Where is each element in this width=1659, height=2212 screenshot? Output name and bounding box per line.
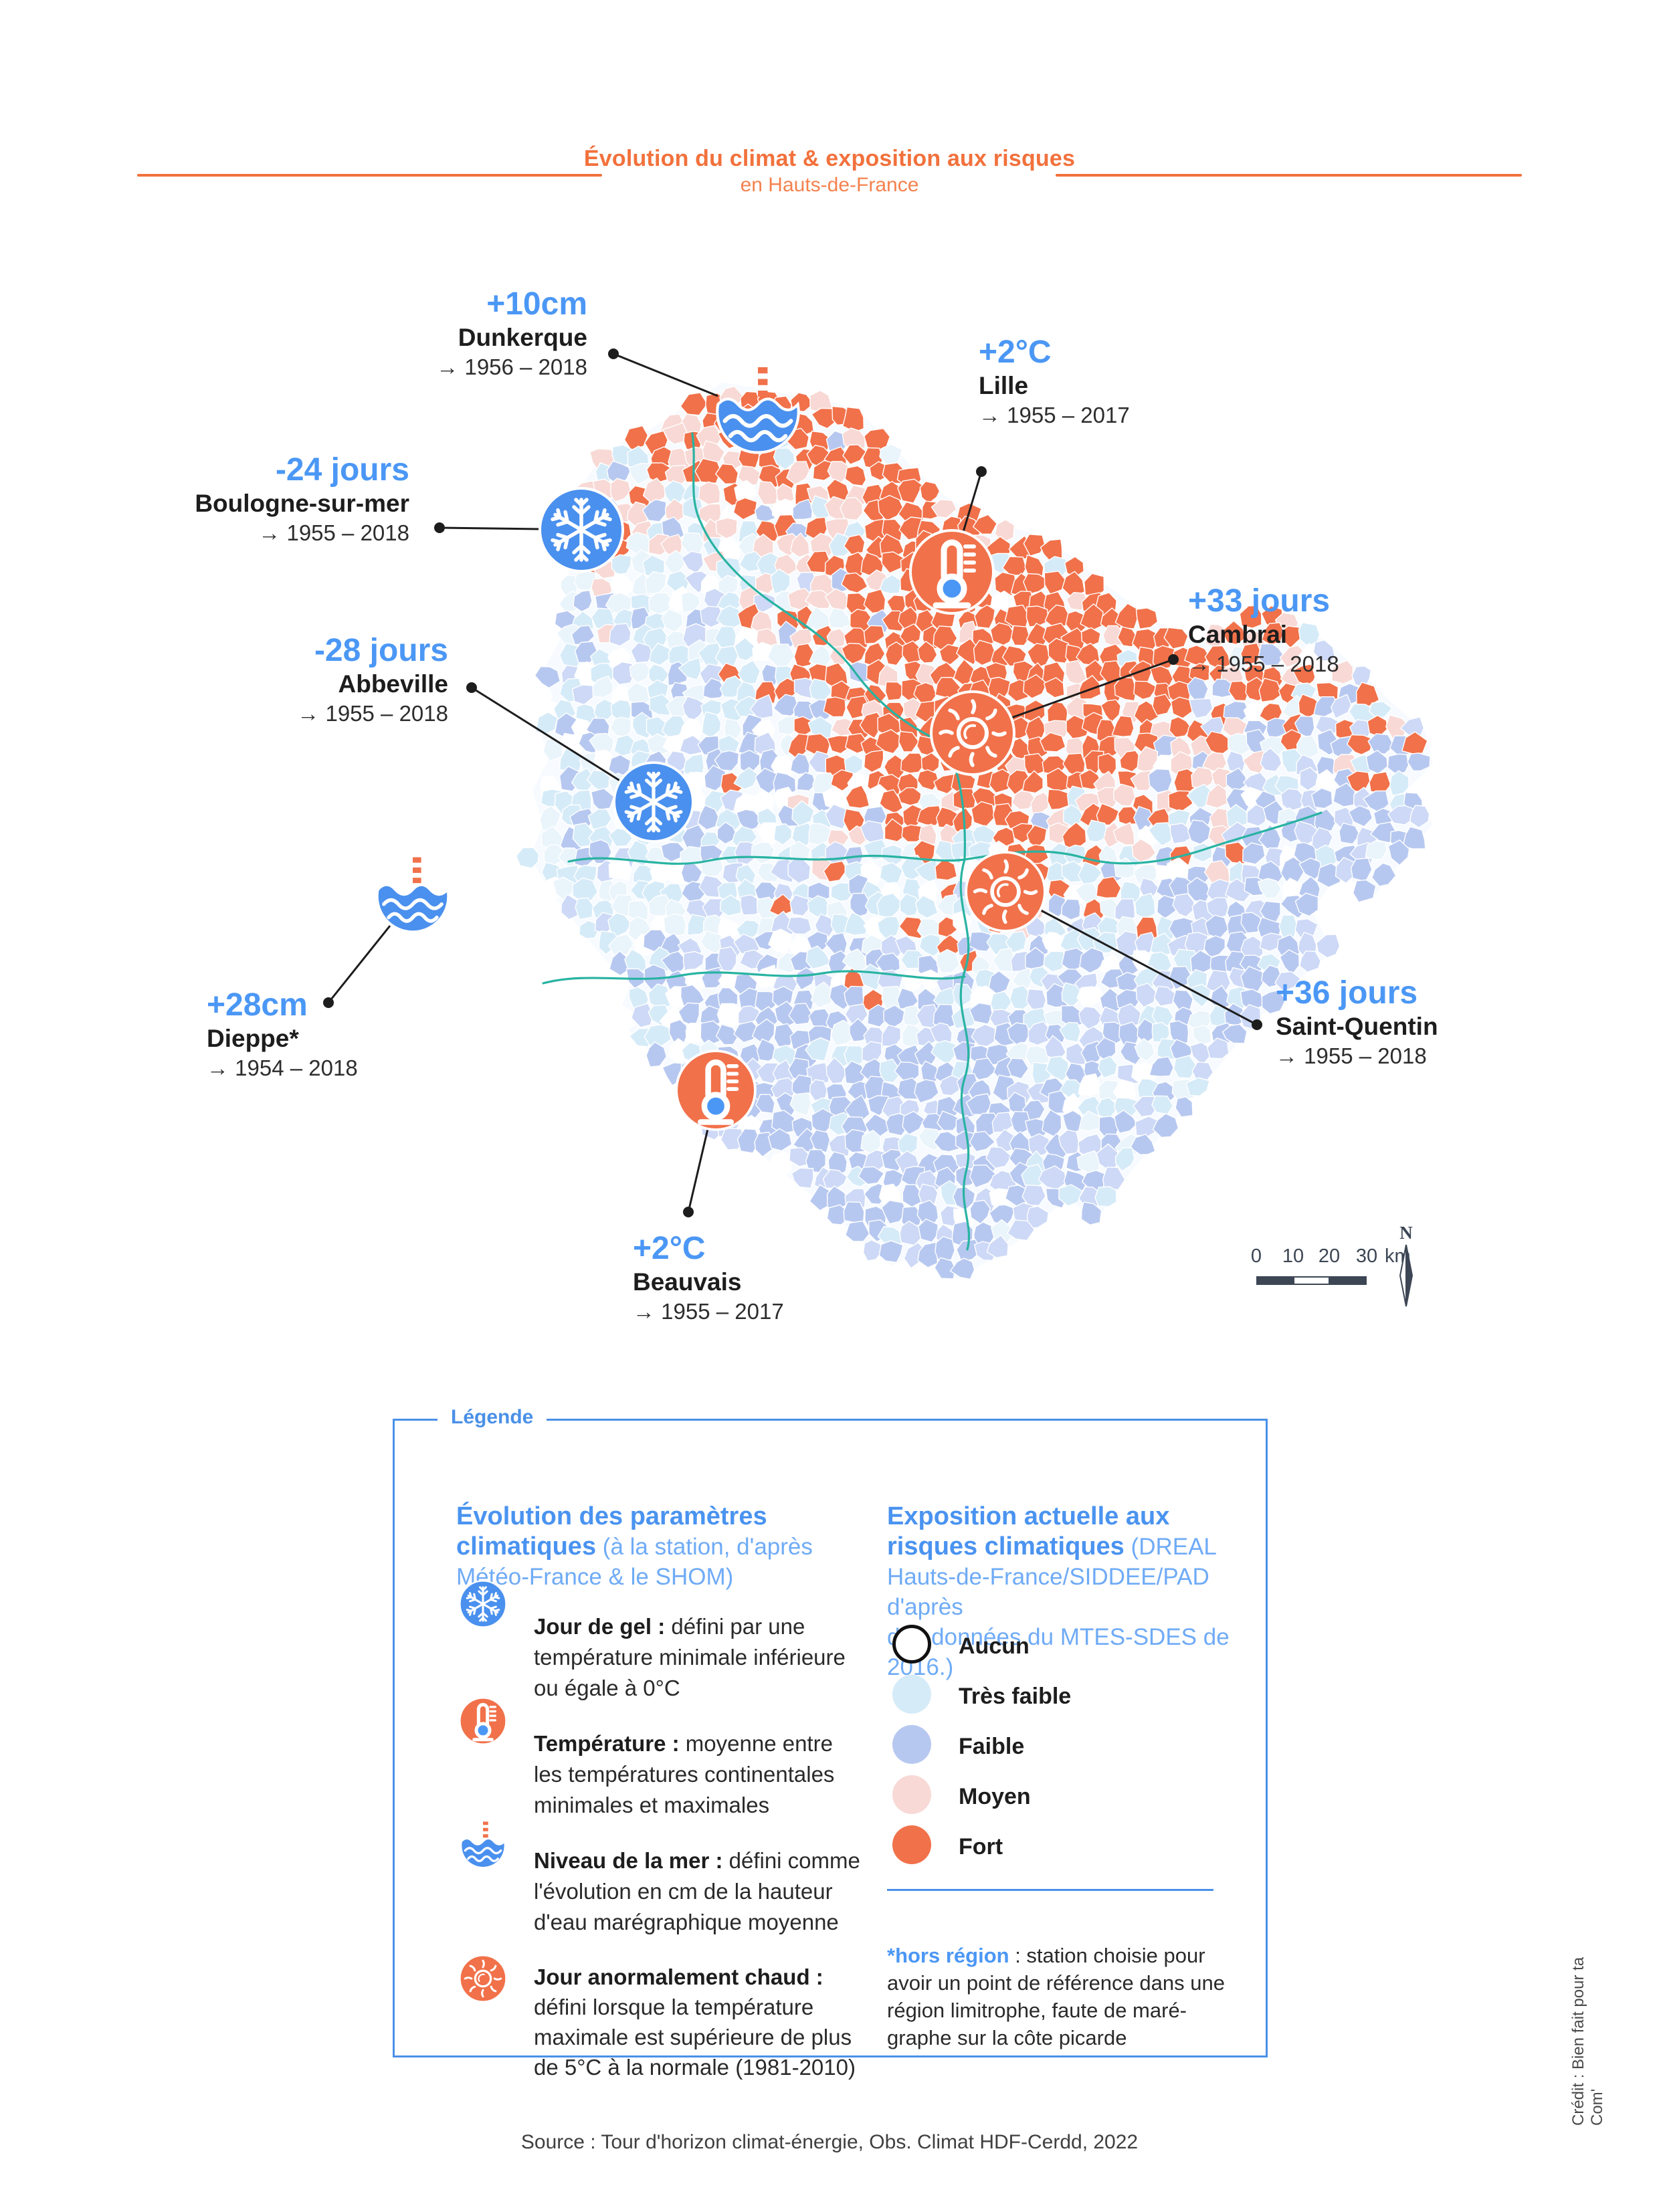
annotation-period: → 1954 – 2018 bbox=[207, 1055, 358, 1080]
annotation-period: → 1955 – 2018 bbox=[258, 520, 409, 545]
legend-term: Température : bbox=[534, 1731, 680, 1756]
annotation-value: -24 jours bbox=[275, 452, 409, 488]
annotation-city: Dunkerque bbox=[458, 324, 587, 351]
legend-text: défini lorsque la température maximale e… bbox=[534, 1995, 856, 2080]
legend-item-frost-day: Jour de gel : défini par une température… bbox=[534, 1581, 868, 1704]
scale-tick: 20 bbox=[1318, 1245, 1341, 1267]
legend-note-text: : station choisie pour avoir un point de… bbox=[887, 1944, 1225, 2049]
annotation-value: -28 jours bbox=[314, 633, 448, 668]
annotation-city: Dieppe* bbox=[207, 1025, 299, 1052]
frost-day-icon-abbeville bbox=[614, 763, 693, 841]
annotation-dieppe: +28cm Dieppe* → 1954 – 2018 bbox=[207, 987, 358, 1082]
risk-label: Fort bbox=[959, 1834, 1003, 1859]
annotation-period: → 1955 – 2018 bbox=[1276, 1043, 1427, 1068]
risk-swatch-tres-faible bbox=[892, 1675, 931, 1714]
risk-swatch-moyen bbox=[892, 1775, 931, 1814]
annotation-cambrai: +33 jours Cambrai → 1955 – 2018 bbox=[1188, 583, 1339, 678]
annotation-saint-quentin: +36 jours Saint-Quentin → 1955 – 2018 bbox=[1276, 975, 1438, 1070]
risk-label: Moyen bbox=[959, 1784, 1031, 1809]
legend-text: défini comme l'évolution en cm de la hau… bbox=[534, 1848, 860, 1934]
leader-dots bbox=[323, 348, 1262, 1217]
legend-note-term: *hors région bbox=[887, 1944, 1009, 1967]
credit-line: Crédit : Bien fait pour ta Com' bbox=[1569, 1956, 1606, 2126]
sea-level-icon bbox=[456, 1817, 510, 1876]
risk-swatch-aucun bbox=[892, 1625, 931, 1664]
scale-tick: 30 bbox=[1355, 1245, 1378, 1267]
scale-segment bbox=[1330, 1276, 1367, 1285]
annotation-period: → 1955 – 2018 bbox=[297, 701, 448, 726]
risk-label: Faible bbox=[959, 1734, 1025, 1759]
legend-note: *hors région : station choisie pour avoi… bbox=[887, 1914, 1248, 2051]
legend-left-title-rest: (à la station, d'après Météo-France & le… bbox=[456, 1534, 813, 1590]
annotation-value: +28cm bbox=[207, 987, 308, 1023]
legend-label: Légende bbox=[437, 1406, 547, 1429]
legend-right-title: Exposition actuelle aux risques climatiq… bbox=[887, 1472, 1258, 1682]
scale-tick: 10 bbox=[1282, 1245, 1304, 1267]
temperature-icon-lille bbox=[910, 530, 993, 613]
annotation-value: +33 jours bbox=[1188, 583, 1331, 619]
scale-segment bbox=[1256, 1276, 1293, 1285]
annotation-value: +36 jours bbox=[1276, 975, 1418, 1011]
risk-swatch-fort bbox=[892, 1825, 931, 1864]
temperature-icon bbox=[456, 1692, 510, 1750]
frost-day-icon-boulogne bbox=[540, 488, 623, 571]
annotation-city: Lille bbox=[979, 372, 1029, 399]
header-rule-left bbox=[137, 174, 602, 177]
annotation-value: +10cm bbox=[486, 286, 587, 322]
annotation-boulogne: -24 jours Boulogne-sur-mer → 1955 – 2018 bbox=[195, 452, 409, 547]
hot-day-icon-cambrai bbox=[931, 692, 1014, 775]
legend-right-title-bold: Exposition actuelle aux risques climatiq… bbox=[887, 1502, 1170, 1561]
risk-label: Très faible bbox=[959, 1684, 1072, 1709]
annotation-city: Beauvais bbox=[633, 1268, 742, 1296]
risk-swatch-faible bbox=[892, 1725, 931, 1764]
frost-day-icon bbox=[456, 1575, 510, 1633]
annotation-value: +2°C bbox=[979, 334, 1052, 370]
temperature-icon-beauvais bbox=[676, 1051, 755, 1130]
annotation-dunkerque: +10cm Dunkerque → 1956 – 2018 bbox=[436, 286, 587, 381]
hot-day-icon-saint-quentin bbox=[966, 852, 1045, 931]
annotation-city: Saint-Quentin bbox=[1276, 1013, 1438, 1040]
annotation-period: → 1955 – 2017 bbox=[633, 1299, 784, 1324]
legend-item-temperature: Température : moyenne entre les températ… bbox=[534, 1698, 868, 1821]
annotation-beauvais: +2°C Beauvais → 1955 – 2017 bbox=[633, 1231, 784, 1326]
legend-text: défini par une température minimale infé… bbox=[534, 1614, 846, 1700]
header-rule-right bbox=[1056, 174, 1522, 177]
north-arrow: N bbox=[1393, 1223, 1420, 1311]
scale-segment bbox=[1293, 1276, 1330, 1285]
legend-item-hot-day: Jour anormalement chaud : défini lorsque… bbox=[534, 1932, 868, 2082]
annotation-city: Abbeville bbox=[338, 670, 449, 698]
annotation-period: → 1955 – 2018 bbox=[1188, 651, 1339, 676]
commune-mosaic bbox=[515, 385, 1431, 1280]
legend-term: Niveau de la mer : bbox=[534, 1848, 723, 1873]
annotation-value: +2°C bbox=[633, 1231, 706, 1266]
page-title: Évolution du climat & exposition aux ris… bbox=[583, 146, 1076, 171]
annotation-lille: +2°C Lille → 1955 – 2017 bbox=[979, 334, 1130, 429]
annotation-period: → 1956 – 2018 bbox=[436, 355, 587, 379]
page-subtitle: en Hauts-de-France bbox=[740, 174, 919, 196]
sea-level-icon-dieppe bbox=[377, 858, 448, 932]
annotation-city: Boulogne-sur-mer bbox=[195, 490, 409, 517]
annotation-abbeville: -28 jours Abbeville → 1955 – 2018 bbox=[297, 633, 448, 728]
legend-left-title-bold: Évolution des paramètres climatiques bbox=[456, 1502, 767, 1561]
north-label: N bbox=[1399, 1223, 1413, 1243]
legend-item-sea-level: Niveau de la mer : défini comme l'évolut… bbox=[534, 1815, 868, 1938]
sea-level-icon-dunkerque bbox=[717, 367, 799, 453]
risk-label: Aucun bbox=[959, 1633, 1030, 1659]
annotation-city: Cambrai bbox=[1188, 621, 1288, 648]
hot-day-icon bbox=[456, 1949, 510, 2008]
leader-lines bbox=[327, 353, 1258, 1213]
scale-tick: 0 bbox=[1250, 1245, 1262, 1267]
annotation-period: → 1955 – 2017 bbox=[979, 403, 1130, 427]
legend-text: moyenne entre les températures continent… bbox=[534, 1731, 835, 1817]
legend-term: Jour de gel : bbox=[534, 1614, 666, 1639]
legend-term: Jour anormalement chaud : bbox=[534, 1965, 823, 1989]
legend-left-title: Évolution des paramètres climatiques (à … bbox=[456, 1472, 831, 1592]
legend-divider bbox=[887, 1889, 1213, 1891]
north-arrow-icon bbox=[1399, 1244, 1413, 1307]
legend-box: Légende Évolution des paramètres climati… bbox=[393, 1406, 1268, 2078]
source-line: Source : Tour d'horizon climat-énergie, … bbox=[520, 2131, 1139, 2153]
